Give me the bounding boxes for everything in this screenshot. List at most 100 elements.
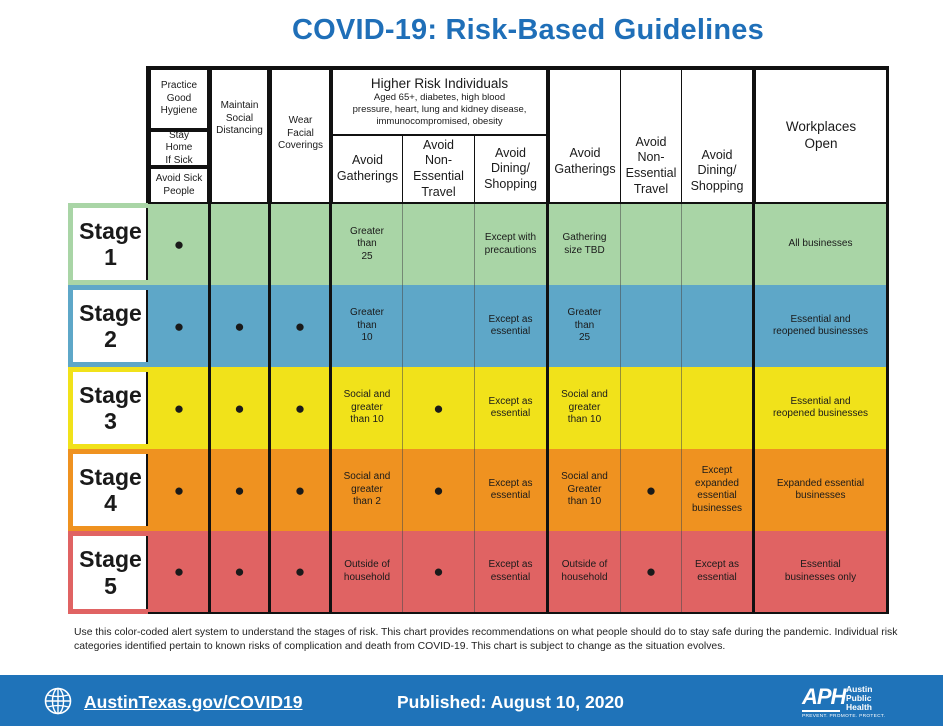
stage-2-distancing-cell: ● bbox=[234, 316, 245, 336]
stage-5-row bbox=[148, 531, 886, 612]
explanatory-note: Use this color-coded alert system to und… bbox=[74, 627, 898, 653]
stage-5-dining-cell: Except as essential bbox=[695, 559, 739, 583]
header-hr-avoid-gatherings: Avoid Gatherings bbox=[333, 136, 402, 202]
stage-1-workplaces-cell: All businesses bbox=[788, 238, 853, 250]
header-hr-avoid-dining-shopping: Avoid Dining/ Shopping bbox=[475, 136, 546, 202]
stage-5-gatherings-cell: Outside of household bbox=[561, 559, 608, 583]
column-divider bbox=[620, 204, 621, 612]
stage-4-hr-dining-cell: Except as essential bbox=[488, 477, 533, 502]
header-avoid-non-essential-travel: Avoid Non- Essential Travel bbox=[621, 70, 681, 202]
stage-5-label: Stage 5 bbox=[68, 531, 148, 614]
stage-1-hr-dining-cell: Except with precautions bbox=[484, 232, 537, 256]
stage-1-row bbox=[148, 204, 886, 285]
stage-5-hr-dining-cell: Except as essential bbox=[488, 559, 533, 583]
header-avoid-dining-shopping: Avoid Dining/ Shopping bbox=[682, 70, 752, 202]
stage-3-hr-gatherings-cell: Social and greater than 10 bbox=[343, 389, 391, 426]
header-hr-avoid-non-essential-travel: Avoid Non- Essential Travel bbox=[403, 136, 474, 202]
higher-risk-title: Higher Risk Individuals bbox=[370, 76, 509, 92]
stage-5-hr-gatherings-cell: Outside of household bbox=[343, 559, 391, 583]
stage-4-distancing-cell: ● bbox=[234, 480, 245, 500]
column-divider bbox=[546, 204, 549, 612]
stage-3-row bbox=[148, 367, 886, 449]
column-divider bbox=[208, 204, 211, 612]
stage-5-coverings-cell: ● bbox=[294, 562, 306, 581]
header-higher-risk-individuals: Higher Risk Individuals Aged 65+, diabet… bbox=[333, 70, 546, 134]
stage-4-coverings-cell: ● bbox=[294, 480, 306, 500]
stage-4-hr-travel-cell: ● bbox=[433, 480, 444, 500]
stage-3-gatherings-cell: Social and greater than 10 bbox=[561, 389, 608, 426]
stage-2-travel-cell bbox=[621, 285, 681, 367]
stage-number: 1 bbox=[104, 244, 117, 270]
footer-bar: AustinTexas.gov/COVID19 Published: Augus… bbox=[0, 675, 943, 726]
page-title: COVID-19: Risk-Based Guidelines bbox=[292, 14, 764, 46]
column-divider bbox=[402, 204, 403, 612]
austin-public-health-logo: APH Austin Public Health PREVENT. PROMOT… bbox=[802, 684, 886, 720]
stage-4-workplaces-cell: Expanded essential businesses bbox=[776, 477, 865, 502]
stage-2-coverings-cell: ● bbox=[294, 316, 306, 336]
stage-4-label: Stage 4 bbox=[68, 449, 148, 531]
stage-3-workplaces-cell: Essential and reopened businesses bbox=[772, 395, 869, 420]
stage-number: 5 bbox=[104, 572, 117, 599]
stage-number: 4 bbox=[104, 490, 117, 516]
stage-3-hygiene-cell: ● bbox=[173, 398, 185, 418]
stage-1-hr-travel-cell bbox=[403, 204, 474, 285]
stage-number: 2 bbox=[104, 326, 117, 352]
stage-1-gatherings-cell: Gathering size TBD bbox=[562, 232, 607, 256]
header-practice-good-hygiene: Practice Good Hygiene bbox=[151, 70, 207, 128]
stage-2-gatherings-cell: Greater than 25 bbox=[567, 307, 602, 344]
stage-4-hr-gatherings-cell: Social and greater than 2 bbox=[343, 471, 391, 508]
logo-rule bbox=[802, 710, 840, 712]
stage-3-coverings-cell: ● bbox=[294, 398, 306, 418]
column-divider bbox=[681, 204, 682, 612]
covid-website-link[interactable]: AustinTexas.gov/COVID19 bbox=[84, 692, 303, 712]
stage-number: 3 bbox=[104, 408, 117, 434]
stage-1-distancing-cell bbox=[211, 204, 268, 285]
stage-5-travel-cell: ● bbox=[645, 562, 657, 581]
stage-word: Stage bbox=[79, 381, 142, 408]
header-avoid-sick-people: Avoid Sick People bbox=[151, 169, 207, 202]
stage-1-hygiene-cell: ● bbox=[173, 235, 185, 254]
stage-word: Stage bbox=[79, 217, 142, 244]
stage-3-label: Stage 3 bbox=[68, 367, 148, 449]
stage-word: Stage bbox=[79, 546, 142, 573]
stage-2-workplaces-cell: Essential and reopened businesses bbox=[772, 313, 869, 338]
stage-1-hr-gatherings-cell: Greater than 25 bbox=[350, 225, 384, 262]
column-divider bbox=[474, 204, 475, 612]
published-date: Published: August 10, 2020 bbox=[397, 692, 624, 712]
logo-tagline: PREVENT. PROMOTE. PROTECT. bbox=[802, 714, 886, 719]
stage-5-distancing-cell: ● bbox=[234, 562, 245, 581]
stage-1-label: Stage 1 bbox=[68, 203, 148, 285]
stage-1-travel-cell bbox=[621, 204, 681, 285]
header-maintain-social-distancing: Maintain Social Distancing bbox=[212, 70, 267, 202]
header-workplaces-open: Workplaces Open bbox=[756, 70, 886, 202]
stage-3-travel-cell bbox=[621, 367, 681, 449]
stage-word: Stage bbox=[79, 463, 142, 490]
stage-2-row bbox=[148, 285, 886, 367]
stage-4-gatherings-cell: Social and Greater than 10 bbox=[561, 471, 608, 508]
stage-2-hr-travel-cell bbox=[403, 285, 474, 367]
column-divider bbox=[268, 204, 271, 612]
logo-letters: APH bbox=[802, 684, 846, 709]
header-avoid-gatherings: Avoid Gatherings bbox=[550, 70, 620, 202]
stage-2-hr-gatherings-cell: Greater than 10 bbox=[350, 307, 384, 344]
stage-1-dining-cell bbox=[682, 204, 752, 285]
stage-2-hr-dining-cell: Except as essential bbox=[488, 313, 533, 338]
stage-word: Stage bbox=[79, 299, 142, 326]
logo-name: Austin Public Health bbox=[846, 684, 873, 712]
stage-2-hygiene-cell: ● bbox=[173, 316, 185, 336]
stage-4-travel-cell: ● bbox=[645, 480, 657, 500]
stage-1-coverings-cell bbox=[271, 204, 329, 285]
stage-4-hygiene-cell: ● bbox=[173, 480, 185, 500]
stage-5-workplaces-cell: Essential businesses only bbox=[784, 559, 857, 583]
stage-5-hygiene-cell: ● bbox=[173, 562, 185, 581]
higher-risk-description: Aged 65+, diabetes, high blood pressure,… bbox=[352, 92, 527, 128]
stage-5-hr-travel-cell: ● bbox=[433, 562, 444, 581]
column-divider bbox=[752, 204, 755, 612]
globe-icon bbox=[44, 687, 72, 715]
stage-3-dining-cell bbox=[682, 367, 752, 449]
column-divider bbox=[329, 204, 332, 612]
stage-2-dining-cell bbox=[682, 285, 752, 367]
stage-4-dining-cell: Except expanded essential businesses bbox=[691, 465, 743, 514]
header-wear-facial-coverings: Wear Facial Coverings bbox=[272, 70, 329, 202]
stage-2-label: Stage 2 bbox=[68, 285, 148, 367]
